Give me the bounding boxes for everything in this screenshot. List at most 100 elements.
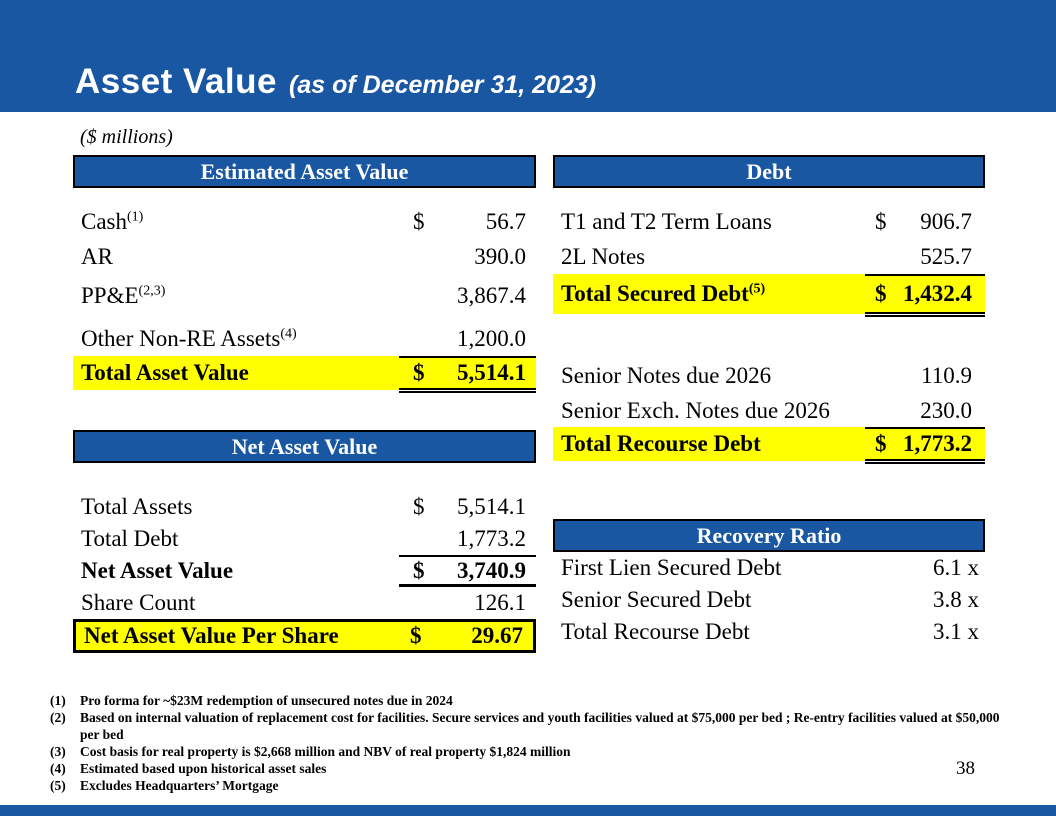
page-number: 38 bbox=[956, 758, 975, 779]
footnote-text: Based on internal valuation of replaceme… bbox=[80, 710, 1000, 742]
row-value: 1,773.2 bbox=[457, 526, 526, 551]
footnote-ref: (2,3) bbox=[138, 282, 166, 298]
row-value-area: $3,740.9 bbox=[399, 555, 536, 587]
footnote-text: Estimated based upon historical asset sa… bbox=[80, 761, 327, 776]
row-label: Total Asset Value bbox=[81, 360, 249, 385]
row-value: 3.8 x bbox=[933, 587, 979, 612]
row-value-area: 126.1 bbox=[399, 587, 536, 619]
row-label: T1 and T2 Term Loans bbox=[561, 208, 772, 234]
footnote-marker: (2) bbox=[50, 710, 66, 725]
table-row: Cash(1) $56.7 bbox=[73, 204, 536, 239]
row-label: First Lien Secured Debt bbox=[561, 555, 782, 580]
estimated-asset-value-header: Estimated Asset Value bbox=[73, 155, 536, 188]
row-value: 5,514.1 bbox=[457, 360, 526, 385]
row-value: 525.7 bbox=[920, 243, 972, 269]
footnote-text: Cost basis for real property is $2,668 m… bbox=[80, 744, 571, 759]
row-value: 5,514.1 bbox=[457, 494, 526, 519]
table-row: First Lien Secured Debt 6.1 x bbox=[553, 552, 985, 584]
row-label: Senior Secured Debt bbox=[561, 587, 752, 612]
total-row: Total Recourse Debt $1,773.2 bbox=[553, 427, 985, 464]
row-value-area: 3,867.4 bbox=[399, 278, 536, 313]
row-label: Total Debt bbox=[81, 526, 179, 551]
row-label: Total Recourse Debt bbox=[561, 431, 761, 456]
table-row: T1 and T2 Term Loans $906.7 bbox=[553, 204, 985, 239]
footnotes: (1) Pro forma for ~$23M redemption of un… bbox=[50, 692, 1018, 794]
table-row: Total Assets $5,514.1 bbox=[73, 491, 536, 523]
row-label: PP&E(2,3) bbox=[81, 282, 166, 308]
row-value-area: 1,200.0 bbox=[399, 321, 536, 356]
row-label: Cash(1) bbox=[81, 208, 144, 234]
row-label: Senior Exch. Notes due 2026 bbox=[561, 397, 830, 423]
table-row: Senior Notes due 2026 110.9 bbox=[553, 358, 985, 394]
row-value: 3.1 x bbox=[933, 619, 979, 644]
row-label: Total Recourse Debt bbox=[561, 619, 750, 644]
table-row: Senior Exch. Notes due 2026 230.0 bbox=[553, 394, 985, 427]
debt-header: Debt bbox=[553, 155, 985, 188]
footnote-text: Excludes Headquarters’ Mortgage bbox=[80, 778, 279, 793]
row-value-area: 1,773.2 bbox=[399, 523, 536, 555]
row-label: Senior Notes due 2026 bbox=[561, 363, 772, 388]
row-value-area: $1,432.4 bbox=[865, 274, 985, 317]
footnote: (4) Estimated based upon historical asse… bbox=[50, 760, 1018, 777]
currency-symbol: $ bbox=[413, 208, 425, 234]
row-label: AR bbox=[81, 243, 113, 269]
recovery-ratio-table: First Lien Secured Debt 6.1 x Senior Sec… bbox=[553, 552, 985, 648]
currency-symbol: $ bbox=[875, 281, 887, 306]
row-value: 230.0 bbox=[920, 397, 972, 423]
table-row: Share Count 126.1 bbox=[73, 587, 536, 619]
row-value-area: $5,514.1 bbox=[399, 356, 536, 393]
table-row: AR 390.0 bbox=[73, 239, 536, 274]
page-subtitle: (as of December 31, 2023) bbox=[289, 71, 597, 99]
footnote-ref: (5) bbox=[748, 281, 766, 297]
footnote: (5) Excludes Headquarters’ Mortgage bbox=[50, 777, 1018, 794]
table-row: Senior Secured Debt 3.8 x bbox=[553, 584, 985, 616]
row-value: 6.1 x bbox=[933, 555, 979, 580]
row-label: Total Assets bbox=[81, 494, 193, 519]
footnote-ref: (4) bbox=[280, 325, 297, 341]
row-value: 3,740.9 bbox=[457, 557, 526, 583]
row-label: Share Count bbox=[81, 590, 196, 615]
table-row: Total Debt 1,773.2 bbox=[73, 523, 536, 555]
currency-symbol: $ bbox=[413, 494, 425, 519]
right-column: Debt T1 and T2 Term Loans $906.7 2L Note… bbox=[553, 155, 985, 648]
footnote-marker: (1) bbox=[50, 693, 66, 708]
footnote-marker: (5) bbox=[50, 778, 66, 793]
row-value: 1,773.2 bbox=[903, 431, 972, 456]
total-row: Total Asset Value $5,514.1 bbox=[73, 356, 536, 393]
row-value: 390.0 bbox=[474, 243, 526, 269]
footnote: (1) Pro forma for ~$23M redemption of un… bbox=[50, 692, 1018, 709]
row-value: 1,432.4 bbox=[903, 281, 972, 306]
row-label: Other Non-RE Assets(4) bbox=[81, 325, 297, 351]
table-row: 2L Notes 525.7 bbox=[553, 239, 985, 274]
row-value-area: 525.7 bbox=[865, 239, 985, 274]
total-row: Total Secured Debt(5) $1,432.4 bbox=[553, 274, 985, 317]
footnote-text: Pro forma for ~$23M redemption of unsecu… bbox=[80, 693, 453, 708]
row-value-area: $5,514.1 bbox=[399, 491, 536, 523]
currency-symbol: $ bbox=[875, 431, 887, 456]
row-value: 126.1 bbox=[474, 590, 526, 615]
row-value-area: 110.9 bbox=[865, 358, 985, 394]
currency-symbol: $ bbox=[410, 623, 422, 648]
row-value: 29.67 bbox=[471, 623, 523, 648]
row-value: 1,200.0 bbox=[457, 325, 526, 351]
row-value-area: 230.0 bbox=[865, 394, 985, 427]
total-row: Net Asset Value $3,740.9 bbox=[73, 555, 536, 587]
row-value: 3,867.4 bbox=[457, 282, 526, 308]
units-label: ($ millions) bbox=[80, 126, 173, 148]
row-value-area: 390.0 bbox=[399, 239, 536, 274]
left-column: Estimated Asset Value Cash(1) $56.7 AR 3… bbox=[73, 155, 536, 653]
row-label: 2L Notes bbox=[561, 243, 646, 269]
footnote: (2) Based on internal valuation of repla… bbox=[50, 709, 1018, 743]
currency-symbol: $ bbox=[413, 360, 425, 385]
title-banner: Asset Value (as of December 31, 2023) bbox=[0, 0, 1056, 112]
estimated-asset-value-table: Cash(1) $56.7 AR 390.0 PP&E(2,3) 3,867.4… bbox=[73, 204, 536, 393]
row-value-area: $29.67 bbox=[396, 622, 533, 650]
footnote-marker: (4) bbox=[50, 761, 66, 776]
row-value: 56.7 bbox=[485, 208, 526, 234]
footnote-marker: (3) bbox=[50, 744, 66, 759]
row-label: Total Secured Debt(5) bbox=[561, 281, 766, 306]
currency-symbol: $ bbox=[875, 208, 887, 234]
footnote: (3) Cost basis for real property is $2,6… bbox=[50, 743, 1018, 760]
net-asset-value-header: Net Asset Value bbox=[73, 430, 536, 463]
